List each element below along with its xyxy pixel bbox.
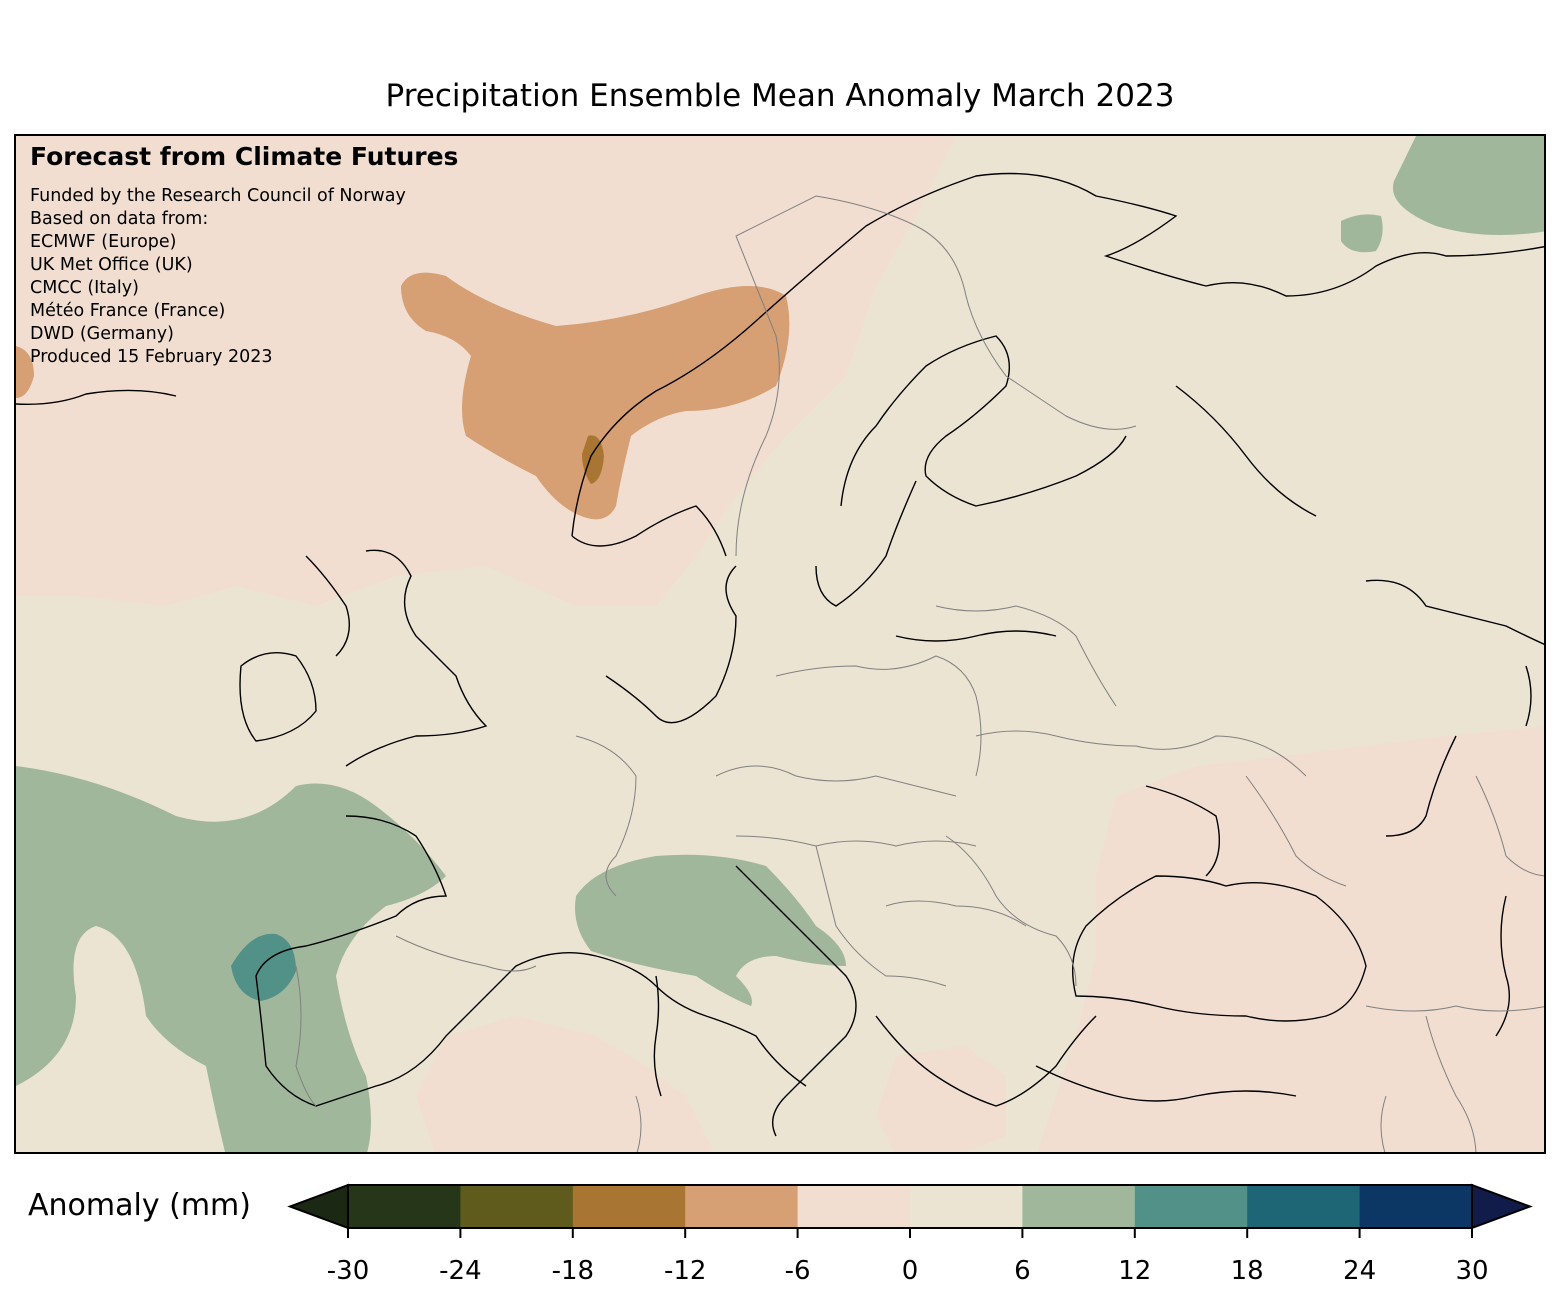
colorbar-swatch	[572, 1185, 686, 1228]
colorbar-swatch	[1359, 1185, 1473, 1228]
credits-box: Forecast from Climate Futures Funded by …	[30, 142, 458, 369]
colorbar	[287, 1183, 1533, 1238]
coastlines	[16, 172, 1544, 1137]
anomaly-region-wet-barents	[1392, 136, 1544, 235]
credit-line: Funded by the Research Council of Norway	[30, 186, 406, 206]
anomaly-region-wet-alps	[575, 854, 846, 1006]
credit-line: DWD (Germany)	[30, 324, 174, 344]
colorbar-tick-label: 30	[1455, 1256, 1489, 1286]
colorbar-swatch	[1247, 1185, 1361, 1228]
colorbar-extend-low	[287, 1183, 349, 1230]
colorbar-swatch	[460, 1185, 574, 1228]
anomaly-region-wet-atlantic	[16, 766, 446, 1152]
anomaly-region-wet-novaya	[1341, 214, 1383, 253]
anomaly-region-dry-mediterranean	[416, 1016, 714, 1152]
anomaly-region-wetter-iberia	[231, 933, 296, 1001]
colorbar-swatch	[685, 1185, 799, 1228]
colorbar-swatch	[1022, 1185, 1136, 1228]
credit-line: Based on data from:	[30, 209, 209, 229]
colorbar-swatch	[910, 1185, 1023, 1228]
colorbar-tick-label: 6	[1014, 1256, 1031, 1286]
colorbar-tick-label: -30	[326, 1256, 370, 1286]
colorbar-extend-high	[1471, 1183, 1533, 1230]
colorbar-label: Anomaly (mm)	[28, 1188, 251, 1223]
colorbar-tick-label: -18	[551, 1256, 595, 1286]
credit-line: Produced 15 February 2023	[30, 347, 273, 367]
anomaly-region-dry-east	[1037, 726, 1544, 1152]
credit-line: Météo France (France)	[30, 301, 226, 321]
anomaly-region-dry-norway-core	[582, 435, 604, 484]
anomaly-region-dry-north-atlantic-west	[16, 136, 206, 456]
colorbar-tick-label: 18	[1230, 1256, 1264, 1286]
map-title: Precipitation Ensemble Mean Anomaly Marc…	[385, 78, 1175, 114]
country-borders	[295, 195, 1544, 1152]
colorbar-swatch	[797, 1185, 911, 1228]
colorbar-tick-label: 12	[1118, 1256, 1152, 1286]
colorbar-swatch	[348, 1185, 461, 1228]
europe-map	[16, 136, 1544, 1152]
anomaly-region-dry-norway	[401, 272, 790, 520]
map-panel	[14, 134, 1546, 1154]
credit-line: CMCC (Italy)	[30, 278, 139, 298]
credit-line: UK Met Office (UK)	[30, 255, 193, 275]
colorbar-swatch	[1134, 1185, 1248, 1228]
colorbar-tick-label: 24	[1343, 1256, 1377, 1286]
anomaly-region-dry-balkans	[876, 1046, 1006, 1152]
credit-line: ECMWF (Europe)	[30, 232, 177, 252]
colorbar-tick-label: -6	[784, 1256, 811, 1286]
colorbar-tick-label: -24	[439, 1256, 482, 1286]
anomaly-region-dry-greenland-edge	[16, 346, 34, 398]
colorbar-tick-label: 0	[901, 1256, 919, 1286]
colorbar-tick-label: -12	[663, 1256, 707, 1286]
credits-heading: Forecast from Climate Futures	[30, 142, 459, 171]
